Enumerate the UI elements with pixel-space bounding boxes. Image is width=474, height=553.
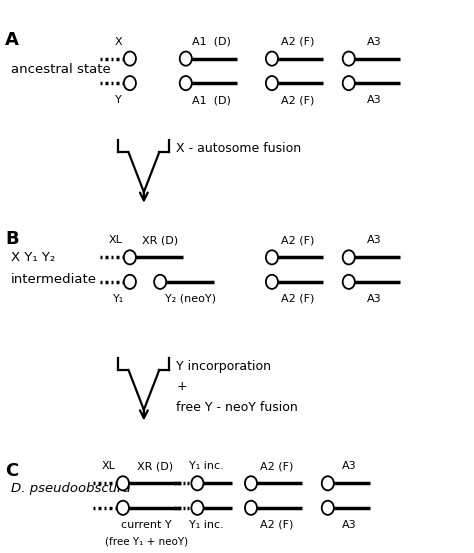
Circle shape	[180, 51, 192, 66]
Text: (free Y₁ + neoY): (free Y₁ + neoY)	[105, 536, 188, 546]
Circle shape	[117, 476, 129, 491]
Text: Y₁ inc.: Y₁ inc.	[189, 520, 224, 530]
Circle shape	[191, 500, 203, 515]
Text: ancestral state: ancestral state	[11, 63, 111, 76]
Circle shape	[245, 476, 257, 491]
Text: A3: A3	[341, 461, 356, 471]
Text: A2 (F): A2 (F)	[281, 95, 314, 105]
Text: XR (D): XR (D)	[137, 461, 173, 471]
Circle shape	[343, 275, 355, 289]
Text: A1  (D): A1 (D)	[192, 36, 231, 46]
Text: A2 (F): A2 (F)	[281, 236, 314, 246]
Text: current Y: current Y	[121, 520, 172, 530]
Text: A3: A3	[367, 236, 382, 246]
Circle shape	[124, 51, 136, 66]
Circle shape	[124, 76, 136, 90]
Text: +: +	[176, 380, 187, 393]
Circle shape	[245, 500, 257, 515]
Circle shape	[154, 275, 166, 289]
Text: X: X	[114, 36, 122, 46]
Circle shape	[266, 76, 278, 90]
Text: XL: XL	[102, 461, 116, 471]
Text: free Y - neoY fusion: free Y - neoY fusion	[176, 401, 298, 414]
Circle shape	[266, 251, 278, 264]
Text: XL: XL	[109, 236, 123, 246]
Circle shape	[343, 76, 355, 90]
Text: X Y₁ Y₂: X Y₁ Y₂	[11, 251, 55, 264]
Text: B: B	[5, 230, 19, 248]
Circle shape	[343, 251, 355, 264]
Circle shape	[124, 275, 136, 289]
Text: A2 (F): A2 (F)	[260, 461, 293, 471]
Text: Y₂ (neoY): Y₂ (neoY)	[165, 294, 216, 304]
Text: C: C	[5, 462, 18, 479]
Circle shape	[322, 500, 334, 515]
Text: A3: A3	[367, 36, 382, 46]
Text: X - autosome fusion: X - autosome fusion	[176, 142, 301, 155]
Text: A3: A3	[341, 520, 356, 530]
Text: A2 (F): A2 (F)	[281, 36, 314, 46]
Text: A2 (F): A2 (F)	[260, 520, 293, 530]
Text: Y₁ inc.: Y₁ inc.	[189, 461, 224, 471]
Circle shape	[266, 51, 278, 66]
Circle shape	[124, 251, 136, 264]
Circle shape	[191, 476, 203, 491]
Text: A: A	[5, 32, 19, 49]
Circle shape	[322, 476, 334, 491]
Circle shape	[117, 500, 129, 515]
Text: A1  (D): A1 (D)	[192, 95, 231, 105]
Text: A2 (F): A2 (F)	[281, 294, 314, 304]
Text: A3: A3	[367, 95, 382, 105]
Circle shape	[180, 76, 192, 90]
Text: A3: A3	[367, 294, 382, 304]
Text: intermediate: intermediate	[11, 273, 97, 285]
Circle shape	[343, 51, 355, 66]
Text: XR (D): XR (D)	[142, 236, 178, 246]
Text: D. pseudoobscura: D. pseudoobscura	[11, 482, 131, 495]
Text: Y: Y	[115, 95, 122, 105]
Circle shape	[266, 275, 278, 289]
Text: Y incorporation: Y incorporation	[176, 360, 272, 373]
Text: Y₁: Y₁	[113, 294, 124, 304]
